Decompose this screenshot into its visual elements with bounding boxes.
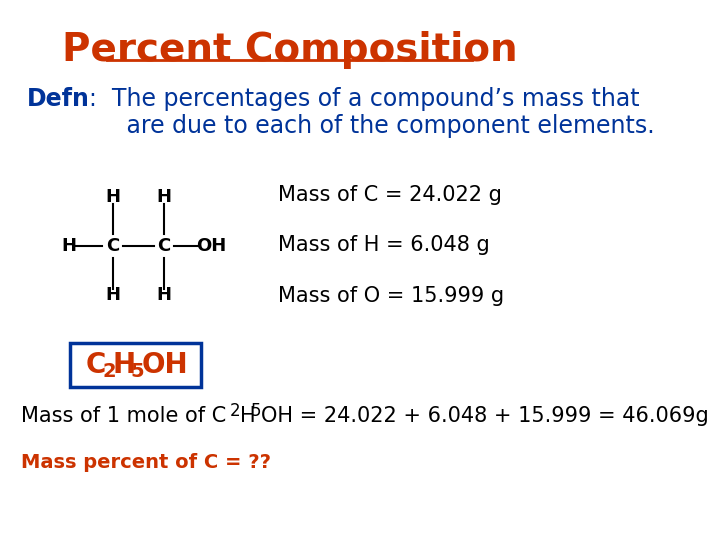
Text: :  The percentages of a compound’s mass that
     are due to each of the compone: : The percentages of a compound’s mass t… xyxy=(89,86,654,138)
Text: H: H xyxy=(156,286,171,304)
Text: OH: OH xyxy=(141,351,188,379)
Text: C: C xyxy=(158,237,171,255)
Text: 2: 2 xyxy=(230,402,240,420)
Text: Percent Composition: Percent Composition xyxy=(62,31,518,69)
Text: Mass of 1 mole of C: Mass of 1 mole of C xyxy=(22,406,227,426)
Text: C: C xyxy=(106,237,120,255)
Text: H: H xyxy=(105,188,120,206)
Text: Mass of H = 6.048 g: Mass of H = 6.048 g xyxy=(278,235,490,255)
Text: Mass percent of C = ??: Mass percent of C = ?? xyxy=(22,454,271,472)
Text: H: H xyxy=(61,237,76,255)
Text: 2: 2 xyxy=(102,361,116,381)
Text: 5: 5 xyxy=(131,361,145,381)
Text: H: H xyxy=(156,188,171,206)
Text: C: C xyxy=(85,351,106,379)
Text: H: H xyxy=(112,351,136,379)
Text: H: H xyxy=(105,286,120,304)
Text: H: H xyxy=(240,406,256,426)
FancyBboxPatch shape xyxy=(70,343,201,387)
Text: Defn: Defn xyxy=(27,86,90,111)
Text: Mass of C = 24.022 g: Mass of C = 24.022 g xyxy=(278,185,502,205)
Text: 5: 5 xyxy=(251,402,261,420)
Text: OH = 24.022 + 6.048 + 15.999 = 46.069g: OH = 24.022 + 6.048 + 15.999 = 46.069g xyxy=(261,406,708,426)
Text: OH: OH xyxy=(197,237,227,255)
Text: Mass of O = 15.999 g: Mass of O = 15.999 g xyxy=(278,286,504,306)
